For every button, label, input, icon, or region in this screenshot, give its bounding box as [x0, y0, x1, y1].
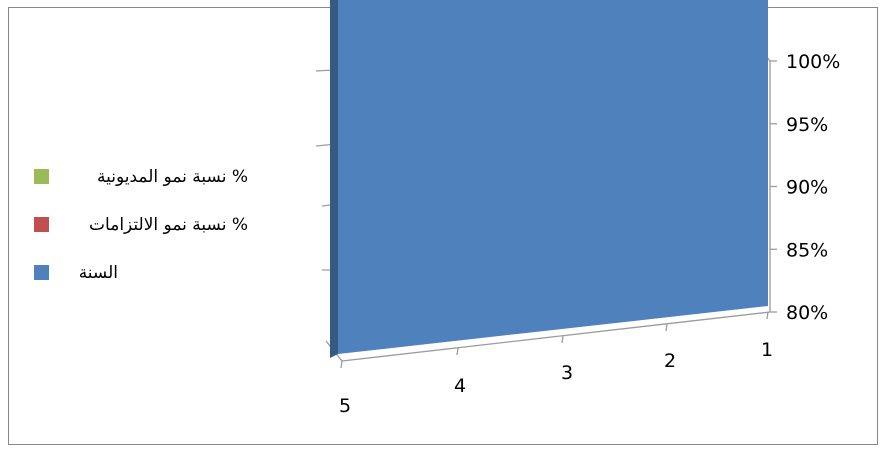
x-axis-line [341, 311, 771, 362]
area-series-0 [338, 0, 768, 354]
y-tick-label: 90% [786, 177, 828, 199]
x-axis-ticks: 1 2 3 4 5 [339, 311, 773, 417]
legend-item-year: السنة [34, 263, 118, 283]
x-tick-mark [561, 335, 564, 344]
chart-areas [330, 0, 768, 358]
y-tick-label: 100% [786, 51, 840, 73]
x-tick-mark [340, 360, 343, 369]
x-tick-mark [766, 311, 769, 320]
x-tick-label: 2 [664, 350, 676, 372]
x-tick-label: 1 [761, 339, 773, 361]
x-tick-label: 5 [339, 395, 351, 417]
legend-swatch-year [34, 265, 49, 280]
y-axis-ticks: 80% 85% 90% 95% 100% [770, 51, 840, 324]
legend-swatch-commitments [34, 217, 49, 232]
y-tick-label: 80% [786, 302, 828, 324]
x-tick-label: 3 [561, 362, 573, 384]
y-tick-label: 95% [786, 114, 828, 136]
chart-legend: % نسبة نمو المديونية % نسبة نمو الالتزام… [34, 167, 248, 283]
legend-label-debt: % نسبة نمو المديونية [97, 167, 248, 187]
x-tick-label: 4 [454, 375, 466, 397]
legend-item-debt: % نسبة نمو المديونية [34, 167, 248, 187]
left-wall-tick [321, 204, 331, 207]
area-side-face [330, 0, 338, 358]
legend-label-year: السنة [79, 263, 118, 283]
legend-item-commitments: % نسبة نمو الالتزامات [34, 215, 248, 235]
y-tick-label: 85% [786, 239, 828, 261]
legend-label-commitments: % نسبة نمو الالتزامات [89, 215, 248, 235]
legend-swatch-debt [34, 169, 49, 184]
x-tick-mark [456, 347, 459, 356]
x-tick-mark [665, 323, 668, 332]
